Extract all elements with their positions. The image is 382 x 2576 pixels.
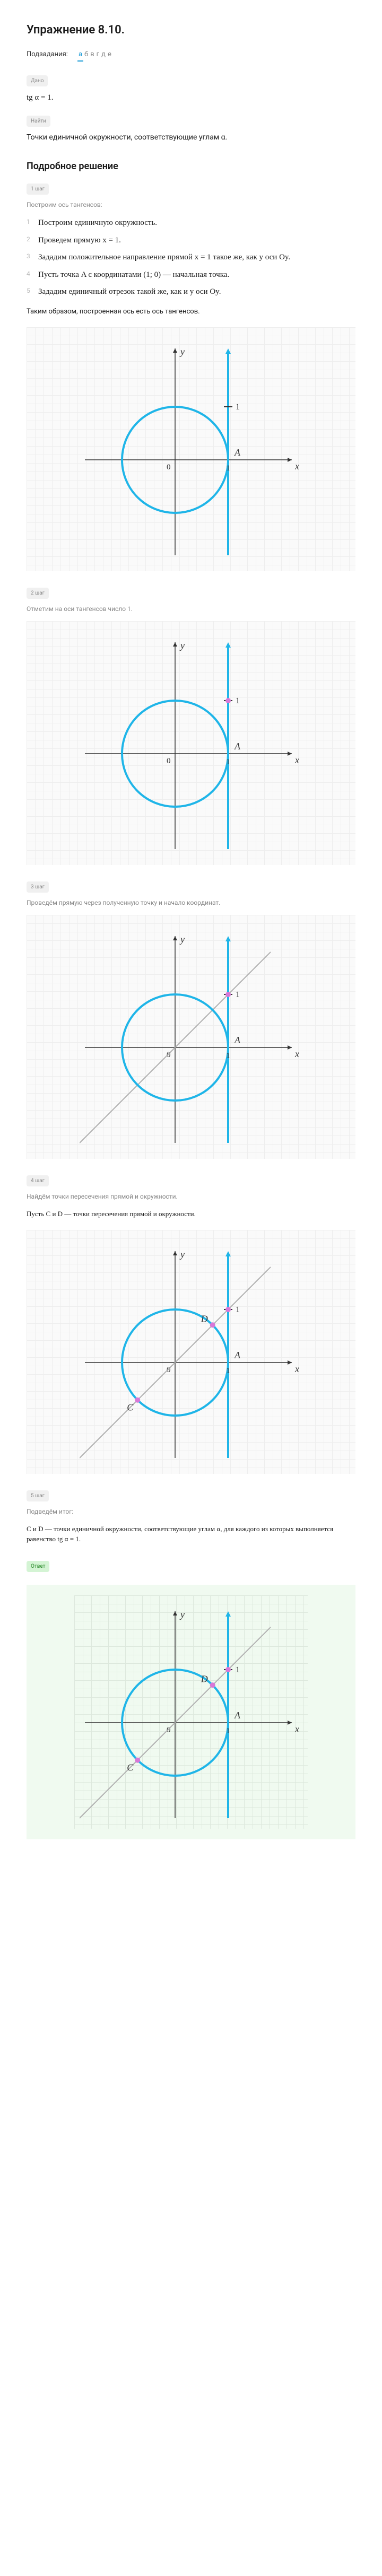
step-intro: Найдём точки пересечения прямой и окружн… [27,1192,355,1201]
step-1: 1 шаг Построим ось тангенсов: Построим еди… [27,183,355,571]
list-item: Зададим единичный отрезок такой же, как … [27,286,355,298]
svg-text:y: y [179,934,185,945]
step-badge: 3 шаг [27,881,49,893]
step-5: 5 шаг Подведём итог: C и D — точки единичн… [27,1490,355,1544]
list-item: Проведем прямую x = 1. [27,234,355,247]
svg-text:x: x [294,1364,299,1374]
list-item: Зададим положительное направление прямой… [27,251,355,264]
svg-text:1: 1 [236,1305,240,1314]
svg-text:y: y [179,1609,185,1620]
step-badge: 5 шаг [27,1490,49,1501]
svg-text:C: C [127,1762,134,1772]
find-badge: Найти [27,116,50,127]
answer-badge: Ответ [27,1561,49,1572]
svg-text:1: 1 [236,990,240,999]
find-block: Найти Точки единичной окружности, соотве… [27,115,355,143]
svg-text:A: A [234,1035,241,1045]
svg-text:1: 1 [226,464,230,473]
step-badge: 2 шаг [27,588,49,599]
answer-diagram-wrap: xy01A1DC [27,1585,355,1839]
step-4: 4 шаг Найдём точки пересечения прямой и о… [27,1175,355,1474]
step-2: 2 шаг Отметим на оси тангенсов число 1. x y… [27,587,355,865]
diagram: xy01A1 [27,915,355,1159]
subtasks-label: Подзадания: [27,49,68,60]
subtask-tab-г[interactable]: г [96,48,100,60]
solution-heading: Подробное решение [27,159,355,173]
svg-text:x: x [294,1049,299,1059]
svg-text:A: A [234,1710,241,1721]
step-conclusion: Таким образом, построенная ось есть ось … [27,307,355,317]
svg-text:y: y [179,640,185,651]
step-intro: Построим ось тангенсов: [27,200,355,209]
given-math: tg α = 1. [27,92,355,104]
svg-text:0: 0 [167,463,171,471]
step-3: 3 шаг Проведём прямую через полученную то… [27,881,355,1159]
subtasks-row: Подзадания: абвгде [27,49,355,60]
svg-text:A: A [234,1350,241,1360]
svg-text:1: 1 [236,696,240,705]
svg-text:1: 1 [236,1665,240,1674]
step-intro: Подведём итог: [27,1507,355,1516]
step-intro: Отметим на оси тангенсов число 1. [27,604,355,614]
svg-text:y: y [179,346,185,357]
list-item: Построим единичную окружность. [27,217,355,229]
svg-text:C: C [127,1402,134,1412]
svg-text:x: x [294,461,299,471]
svg-text:1: 1 [226,1727,230,1735]
diagram: xy01A1 [27,327,355,571]
svg-text:x: x [294,755,299,765]
page-title: Упражнение 8.10. [27,21,355,39]
diagram: xy01A1 [27,621,355,865]
construct-list: Построим единичную окружность. Проведем п… [27,217,355,298]
subtask-tab-д[interactable]: д [100,48,107,60]
svg-text:1: 1 [226,1367,230,1375]
svg-text:D: D [201,1313,208,1324]
step-badge: 1 шаг [27,184,49,195]
svg-text:D: D [201,1673,208,1684]
svg-text:y: y [179,1249,185,1260]
subtask-tab-е[interactable]: е [107,48,112,60]
svg-text:A: A [234,741,241,752]
given-badge: Дано [27,75,48,86]
find-text: Точки единичной окружности, соответствую… [27,132,355,143]
svg-text:0: 0 [167,757,171,765]
list-item: Пусть точка A с координатами (1; 0) — на… [27,269,355,281]
svg-text:x: x [294,1724,299,1734]
diagram: xy01A1DC [27,1230,355,1474]
svg-text:1: 1 [226,1052,230,1060]
step-intro: Проведём прямую через полученную точку и… [27,898,355,907]
subtask-tab-б[interactable]: б [83,48,89,60]
svg-text:A: A [234,447,241,458]
svg-text:1: 1 [236,403,240,412]
step-text: C и D — точки единичной окружности, соот… [27,1524,355,1544]
subtask-tab-в[interactable]: в [89,48,95,60]
step-badge: 4 шаг [27,1175,49,1186]
subtask-tab-а[interactable]: а [77,48,83,62]
given-block: Дано tg α = 1. [27,75,355,104]
svg-text:1: 1 [226,758,230,766]
step-text: Пусть C и D — точки пересечения прямой и… [27,1209,355,1219]
